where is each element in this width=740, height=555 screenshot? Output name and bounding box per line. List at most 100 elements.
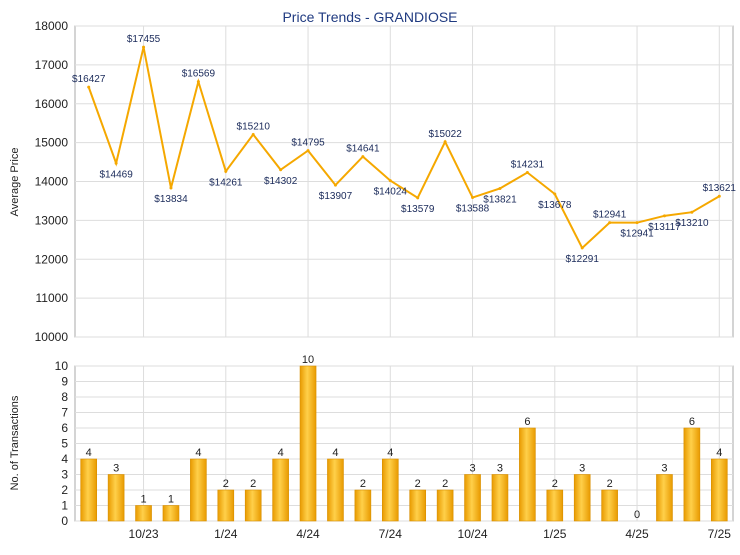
bottom-y-axis-label: No. of Transactions	[9, 395, 21, 490]
top-y-tick-label: 13000	[35, 213, 69, 227]
top-y-tick-label: 15000	[35, 136, 69, 150]
price-point	[196, 80, 200, 84]
transaction-bar	[710, 458, 728, 522]
price-line	[87, 46, 720, 250]
top-y-tick-label: 14000	[35, 175, 69, 189]
x-tick-label: 4/25	[625, 527, 649, 541]
x-tick-label: 7/24	[379, 527, 403, 541]
price-data-label: $14231	[511, 160, 545, 171]
transaction-data-label: 2	[415, 478, 421, 490]
transaction-data-label: 4	[195, 447, 201, 459]
price-data-label: $14469	[99, 169, 133, 180]
price-point	[361, 155, 365, 159]
price-point	[87, 85, 91, 89]
transaction-bar	[354, 489, 372, 522]
x-tick-label: 4/24	[296, 527, 320, 541]
transaction-bar	[491, 474, 509, 522]
bottom-y-tick-label: 2	[61, 483, 68, 497]
transaction-data-label: 3	[579, 463, 585, 475]
price-point	[388, 179, 392, 183]
transaction-data-label: 0	[634, 509, 640, 521]
transaction-data-label: 4	[332, 447, 338, 459]
transaction-bar	[436, 489, 454, 522]
price-point	[224, 169, 228, 173]
transaction-data-label: 2	[223, 478, 229, 490]
price-data-label: $15210	[237, 121, 271, 132]
bottom-y-tick-label: 9	[61, 375, 68, 389]
price-point	[471, 196, 475, 200]
price-point	[306, 149, 310, 153]
bottom-y-tick-label: 8	[61, 390, 68, 404]
price-point	[251, 132, 255, 136]
transaction-bar	[601, 489, 618, 522]
transaction-bar	[190, 458, 207, 522]
transaction-data-label: 3	[497, 463, 503, 475]
transaction-data-label: 2	[250, 478, 256, 490]
transaction-bar	[656, 474, 673, 522]
price-point	[142, 45, 146, 49]
price-data-label: $13621	[703, 183, 737, 194]
x-tick-label: 10/23	[129, 527, 159, 541]
transaction-bar	[135, 505, 152, 522]
price-data-label: $13821	[483, 194, 517, 205]
bottom-y-tick-label: 4	[61, 452, 68, 466]
transaction-data-label: 2	[552, 478, 558, 490]
price-data-label: $13678	[538, 200, 572, 211]
price-data-label: $12291	[566, 254, 600, 265]
price-data-label: $13579	[401, 204, 435, 215]
transaction-data-label: 1	[168, 494, 174, 506]
price-point	[333, 183, 337, 187]
x-tick-label: 1/25	[543, 527, 567, 541]
price-point	[525, 171, 529, 175]
top-y-tick-label: 11000	[36, 291, 69, 305]
price-data-label: $13907	[319, 191, 353, 202]
transaction-data-label: 2	[442, 478, 448, 490]
top-y-axis-label: Average Price	[9, 148, 21, 217]
x-tick-label: 1/24	[214, 527, 238, 541]
transaction-data-label: 4	[278, 447, 284, 459]
price-data-label: $17455	[127, 34, 161, 45]
price-point	[443, 140, 447, 144]
transaction-data-label: 2	[360, 478, 366, 490]
transaction-bar	[217, 489, 235, 522]
transaction-bar	[162, 505, 180, 522]
transaction-data-label: 1	[140, 494, 146, 506]
bottom-y-tick-label: 1	[61, 499, 68, 513]
transaction-bar	[107, 474, 125, 522]
price-point	[690, 210, 694, 214]
transaction-data-label: 6	[524, 416, 530, 428]
transaction-data-label: 6	[689, 416, 695, 428]
chart-title: Price Trends - GRANDIOSE	[282, 9, 457, 25]
bottom-y-tick-label: 6	[61, 421, 68, 435]
transaction-bar	[683, 427, 701, 522]
bottom-y-tick-label: 5	[61, 437, 68, 451]
price-data-label: $14641	[346, 144, 380, 155]
transaction-data-label: 10	[302, 354, 314, 366]
transaction-bar	[519, 427, 536, 522]
price-point	[580, 246, 584, 250]
transaction-data-label: 3	[661, 463, 667, 475]
price-point	[553, 192, 557, 196]
price-point	[662, 214, 666, 218]
x-tick-label: 7/25	[708, 527, 732, 541]
transaction-bar	[299, 365, 317, 522]
price-point	[498, 186, 502, 190]
x-tick-label: 10/24	[458, 527, 488, 541]
price-point	[169, 186, 173, 190]
price-point	[635, 221, 639, 225]
transaction-bar	[381, 458, 399, 522]
top-y-tick-label: 12000	[35, 252, 69, 266]
bottom-y-tick-label: 10	[55, 359, 69, 373]
transaction-data-label: 4	[387, 447, 393, 459]
top-y-tick-label: 18000	[35, 19, 69, 33]
price-point	[608, 221, 612, 225]
transaction-bar	[327, 458, 344, 522]
transaction-data-label: 3	[113, 463, 119, 475]
price-point	[279, 168, 283, 172]
transaction-bar	[244, 489, 262, 522]
transaction-bar	[573, 474, 591, 522]
transaction-bar	[464, 474, 481, 522]
price-data-label: $12941	[620, 229, 654, 240]
